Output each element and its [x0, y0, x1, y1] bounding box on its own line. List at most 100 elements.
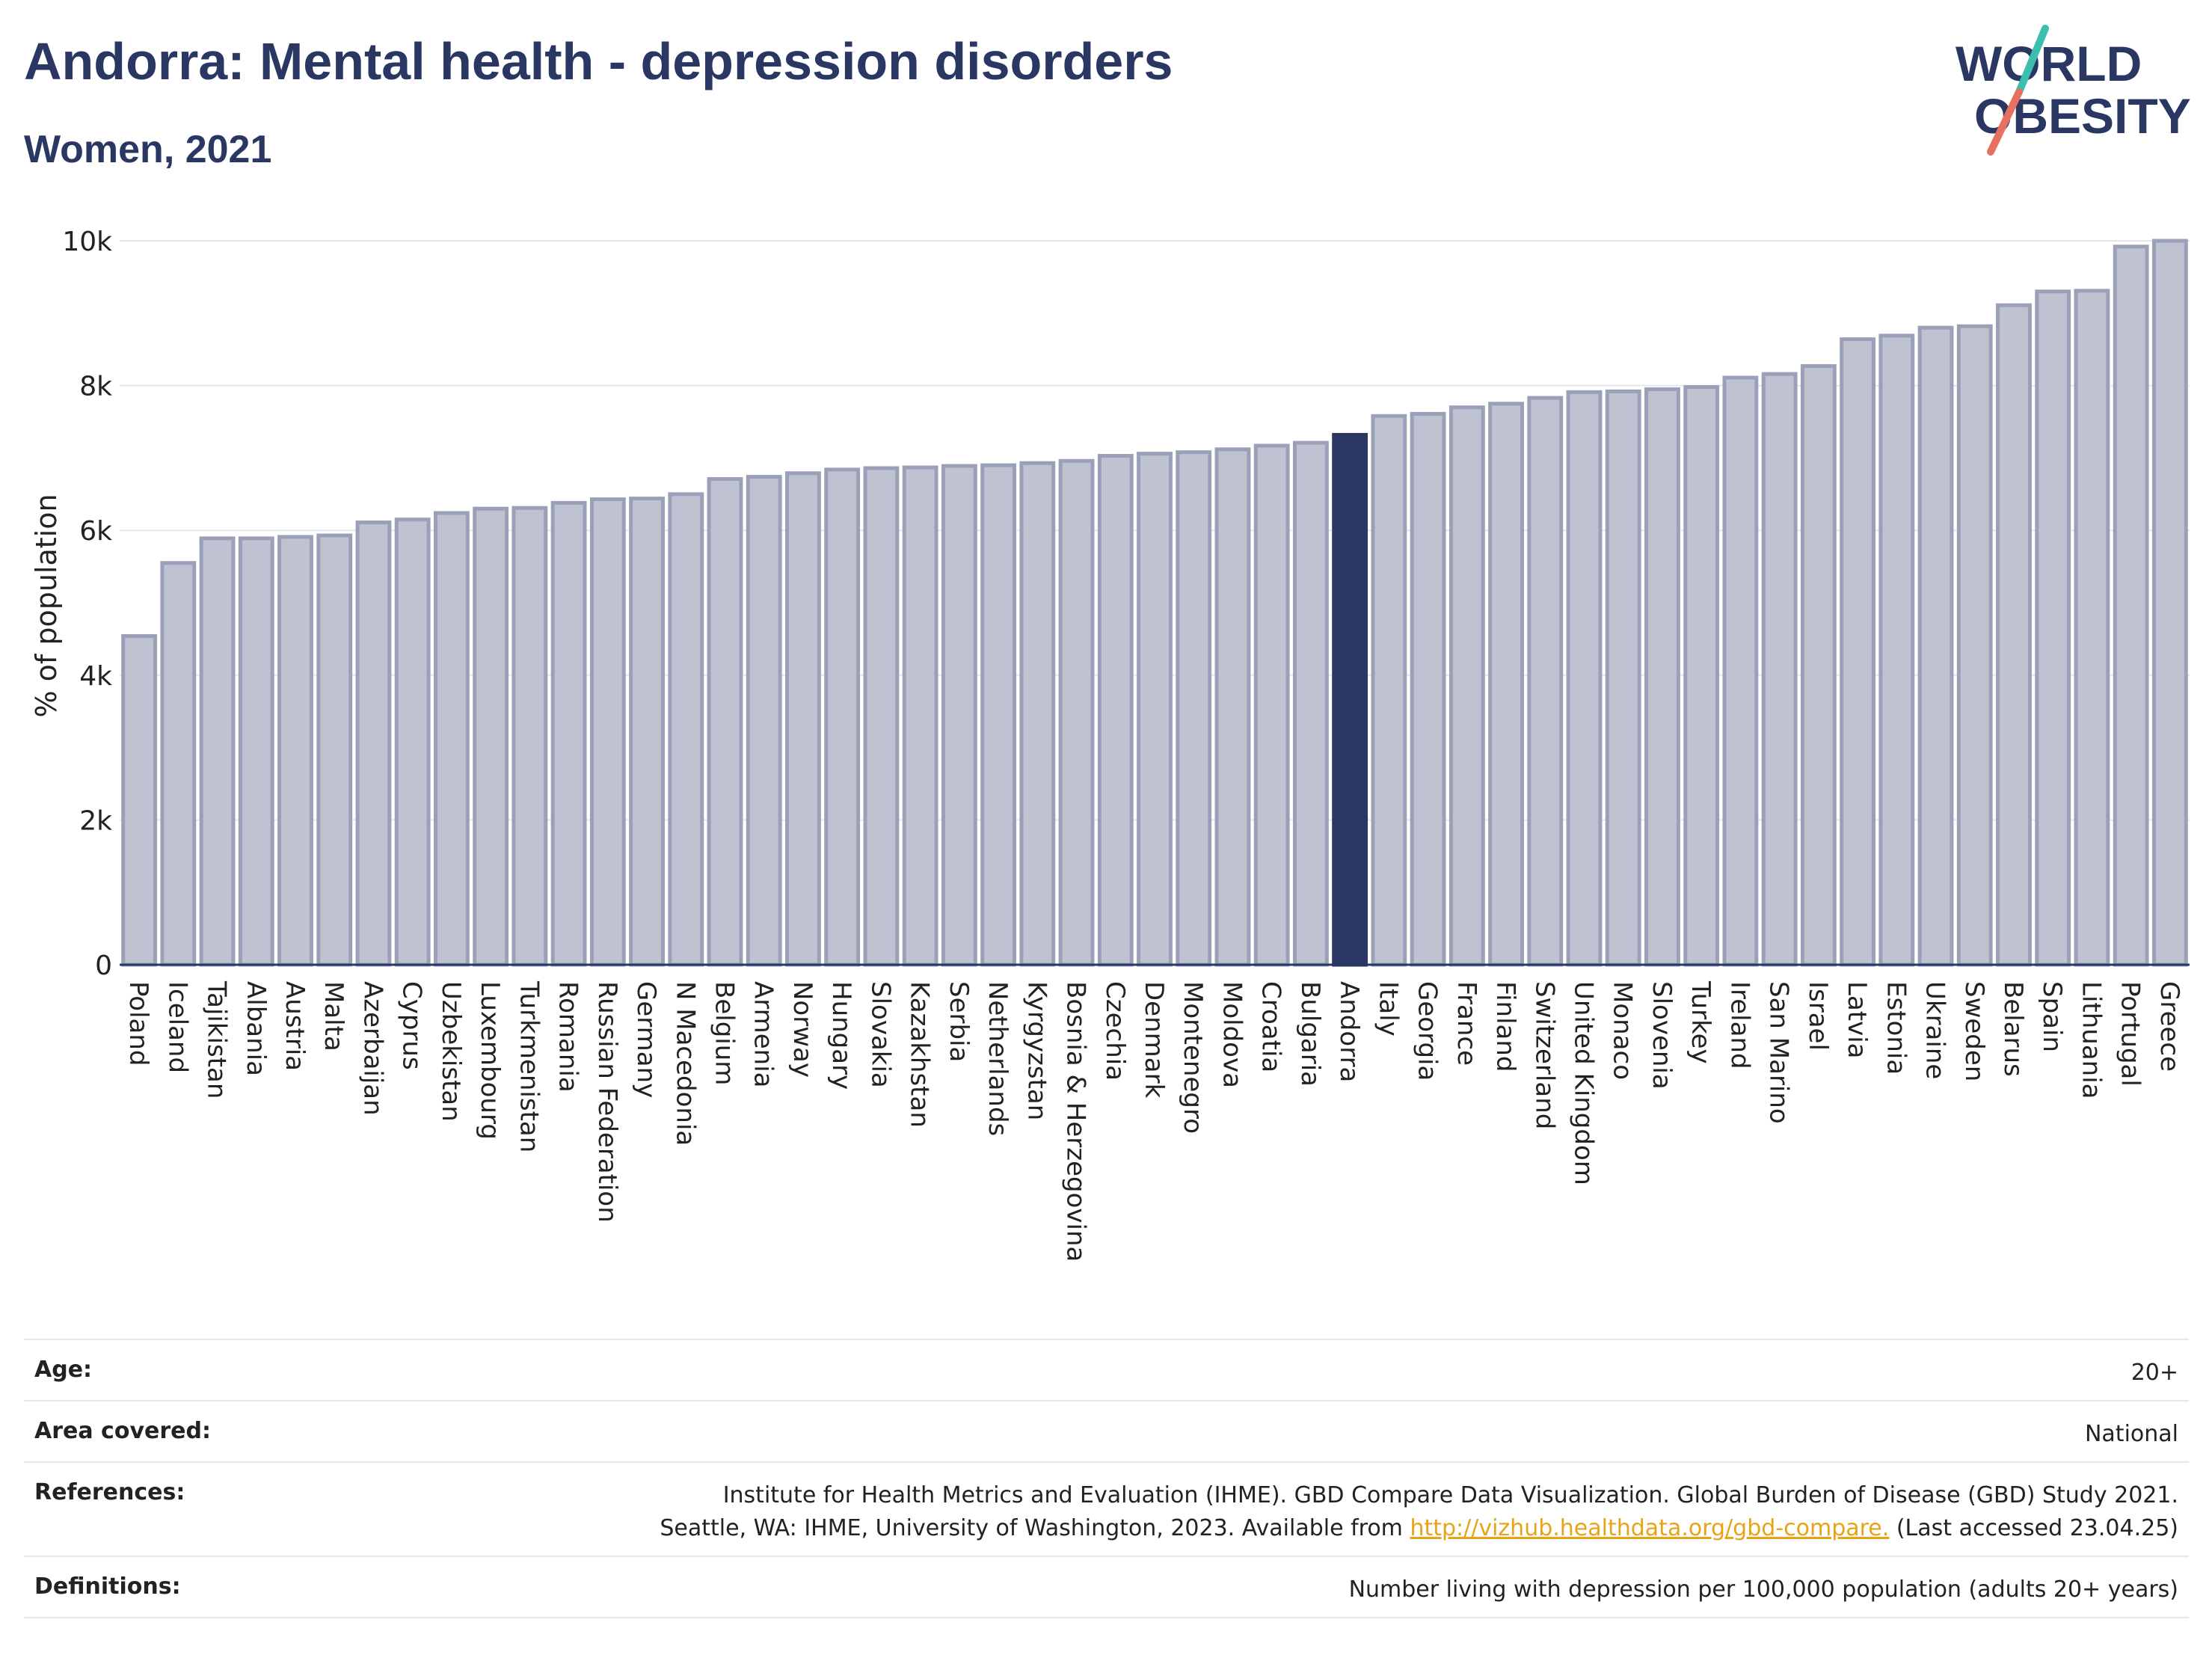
bar-belgium	[707, 476, 743, 967]
x-tick-label: Denmark	[1139, 981, 1169, 1099]
bar-moldova	[1214, 447, 1251, 967]
bar-spain	[2035, 289, 2071, 967]
y-tick-label: 8k	[79, 372, 112, 402]
info-table: Age: 20+ Area covered: National Referenc…	[24, 1339, 2189, 1618]
bar-bulgaria	[1292, 440, 1329, 967]
definitions-value: Number living with depression per 100,00…	[1348, 1576, 2178, 1603]
bar-tajikistan	[199, 536, 236, 967]
references-line2-post: (Last accessed 23.04.25)	[1889, 1515, 2178, 1541]
y-tick-label: 2k	[79, 805, 112, 836]
bar-belarus	[1996, 303, 2032, 967]
references-link[interactable]: http://vizhub.healthdata.org/gbd-compare…	[1410, 1515, 1890, 1541]
references-line1: Institute for Health Metrics and Evaluat…	[722, 1482, 2178, 1508]
x-tick-label: Armenia	[749, 981, 778, 1088]
bar-monaco	[1605, 389, 1641, 967]
bar-finland	[1488, 402, 1524, 967]
world-obesity-logo: WORLD OBESITY	[1956, 25, 2191, 156]
bar-bosnia-herzegovina	[1058, 458, 1095, 967]
bar-iceland	[160, 561, 197, 967]
logo-slash-teal	[2015, 25, 2049, 96]
x-tick-label: Croatia	[1256, 981, 1286, 1072]
x-tick-label: France	[1451, 981, 1481, 1066]
bar-russian-federation	[589, 497, 626, 967]
x-tick-label: Austria	[280, 981, 310, 1071]
bar-estonia	[1878, 334, 1915, 967]
logo-line1: WORLD	[1956, 36, 2142, 91]
x-tick-label: Latvia	[1842, 981, 1872, 1059]
references-line2-pre: Seattle, WA: IHME, University of Washing…	[660, 1515, 1410, 1541]
y-tick-label: 4k	[79, 661, 112, 692]
x-tick-label: Tajikistan	[202, 980, 232, 1099]
x-tick-label: Bulgaria	[1295, 981, 1325, 1087]
bar-croatia	[1253, 443, 1290, 967]
bar-cyprus	[394, 518, 431, 967]
x-tick-label: San Marino	[1764, 981, 1794, 1124]
bar-andorra	[1332, 432, 1368, 967]
bar-slovenia	[1644, 387, 1680, 967]
x-tick-label: Netherlands	[983, 981, 1013, 1136]
bar-montenegro	[1176, 450, 1212, 967]
bar-czechia	[1097, 453, 1134, 967]
x-tick-label: N Macedonia	[670, 981, 700, 1146]
bar-serbia	[941, 464, 977, 967]
bar-austria	[277, 535, 313, 967]
x-tick-label: Georgia	[1413, 981, 1443, 1081]
bar-kyrgyzstan	[1019, 461, 1056, 967]
x-tick-label: Belarus	[1998, 981, 2028, 1077]
bar-netherlands	[980, 463, 1017, 967]
x-tick-label: Kazakhstan	[905, 981, 935, 1128]
bar-uzbekistan	[434, 511, 470, 967]
x-tick-label: Portugal	[2116, 981, 2145, 1087]
bar-chart: 0 2k 4k 6k 8k 10k Poland Iceland Tajikistan Alba…	[30, 227, 2190, 1262]
bar-azerbaijan	[355, 521, 392, 967]
bars	[121, 239, 2188, 967]
x-tick-label: Norway	[787, 981, 817, 1078]
info-row-definitions: Definitions: Number living with depressi…	[24, 1556, 2189, 1618]
bar-georgia	[1410, 411, 1446, 967]
x-tick-label: Slovenia	[1647, 981, 1677, 1090]
bar-lithuania	[2074, 289, 2110, 967]
x-tick-label: Switzerland	[1529, 981, 1559, 1129]
x-tick-label: Romania	[553, 981, 583, 1093]
bar-slovakia	[863, 466, 900, 967]
info-row-area: Area covered: National	[24, 1400, 2189, 1461]
bar-turkey	[1683, 385, 1720, 967]
bar-romania	[550, 500, 587, 967]
x-tick-label: Ukraine	[1920, 981, 1950, 1079]
x-tick-label: Iceland	[162, 981, 192, 1073]
bar-germany	[629, 497, 665, 967]
references-label: References:	[34, 1479, 185, 1505]
x-tick-label: Russian Federation	[592, 981, 622, 1223]
x-tick-label: Moldova	[1217, 981, 1247, 1088]
x-tick-label: Hungary	[826, 981, 856, 1090]
logo-slash-red	[1987, 88, 2023, 156]
references-value: Institute for Health Metrics and Evaluat…	[660, 1479, 2178, 1545]
x-tick-label: United Kingdom	[1568, 981, 1598, 1185]
y-tick-label: 6k	[79, 516, 112, 547]
bar-israel	[1800, 363, 1837, 967]
age-value: 20+	[2130, 1360, 2178, 1386]
age-label: Age:	[34, 1357, 93, 1383]
x-tick-label: Israel	[1803, 981, 1833, 1051]
bar-greece	[2151, 239, 2188, 967]
x-tick-label: Uzbekistan	[436, 981, 466, 1122]
y-tick-labels: 0 2k 4k 6k 8k 10k	[62, 227, 112, 981]
x-tick-label: Poland	[123, 981, 153, 1066]
y-tick-label: 10k	[62, 227, 112, 257]
info-row-age: Age: 20+	[24, 1339, 2189, 1400]
x-tick-label: Montenegro	[1178, 981, 1208, 1134]
bar-switzerland	[1527, 396, 1564, 967]
bar-malta	[316, 533, 353, 967]
bar-luxembourg	[473, 506, 509, 967]
x-tick-label: Monaco	[1608, 981, 1638, 1080]
x-tick-label: Albania	[241, 981, 271, 1076]
x-tick-label: Belgium	[710, 981, 740, 1085]
bar-france	[1448, 405, 1485, 967]
bar-united-kingdom	[1566, 390, 1603, 967]
x-tick-label: Germany	[631, 981, 661, 1098]
x-tick-label: Slovakia	[865, 981, 895, 1088]
x-tick-label: Spain	[2037, 981, 2067, 1052]
x-tick-label: Serbia	[944, 981, 974, 1062]
page-subtitle: Women, 2021	[24, 128, 272, 171]
x-tick-label: Malta	[319, 981, 348, 1051]
